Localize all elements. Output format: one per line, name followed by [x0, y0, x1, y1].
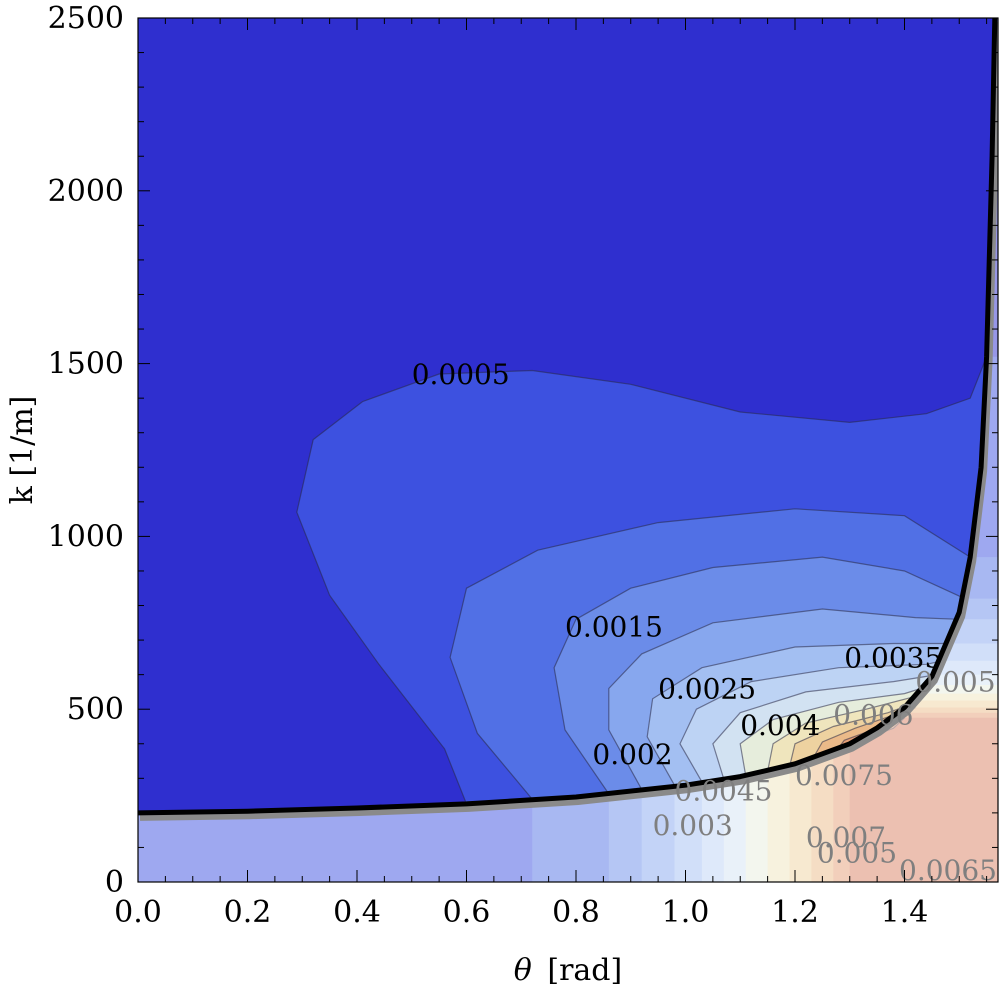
x-axis-title-unit: [rad]: [547, 953, 622, 988]
x-axis-title: θ [rad]: [514, 953, 622, 988]
contour-label: 0.004: [740, 709, 820, 742]
y-axis-title: k [1/m]: [5, 396, 40, 505]
contour-line-0-002: [608, 608, 960, 790]
contour-line-0-003: [679, 660, 943, 783]
contour-label: 0.006: [833, 698, 913, 731]
contour-line-0-0055: [810, 706, 916, 762]
contour-line-0-0025: [646, 642, 949, 786]
contour-label: 0.007: [806, 821, 886, 854]
contour-lines: [138, 356, 988, 814]
contour-label: 0.0025: [658, 673, 756, 706]
contour-line-0-0045: [767, 693, 927, 772]
y-tick-label: 500: [67, 692, 124, 727]
contour-line-0-0035: [712, 674, 938, 780]
contour-label: 0.003: [653, 809, 733, 842]
x-tick-label: 1.2: [771, 895, 819, 930]
contour-line-0-0015: [553, 556, 965, 795]
contour-label: 0.0045: [675, 774, 773, 807]
x-tick-label: 0.0: [114, 895, 162, 930]
y-tick-label: 0: [105, 865, 124, 900]
x-tick-label: 0.2: [224, 895, 272, 930]
x-tick-label: 1.4: [881, 895, 929, 930]
contour-label: 0.0005: [412, 358, 510, 391]
contour-label: 0.002: [592, 738, 672, 771]
y-tick-label: 1500: [48, 347, 124, 382]
y-tick-label: 1000: [48, 519, 124, 554]
contour-label: 0.0065: [899, 854, 997, 887]
x-tick-label: 0.4: [333, 895, 381, 930]
contour-line-0-004: [739, 684, 933, 776]
contour-line-0-0005: [138, 356, 988, 814]
y-tick-label: 2500: [48, 1, 124, 36]
contour-line-0-001: [449, 508, 971, 800]
plot-area: 0.0005 0.0015 0.0025 0.002 0.004 0.00350.0055…: [138, 18, 1002, 887]
y-tick-label: 2000: [48, 174, 124, 209]
plot-frame: [137, 17, 999, 883]
x-tick-label: 0.6: [443, 895, 491, 930]
contour-label: 0.005: [817, 837, 897, 870]
boundary-curve: [138, 18, 998, 816]
contour-label: 0.0035: [844, 641, 942, 674]
contour-label: 0.0055: [915, 666, 1002, 699]
x-axis-title-symbol: θ: [514, 953, 532, 988]
x-tick-label: 1.0: [662, 895, 710, 930]
x-axis: 0.0 0.2 0.4 0.6 0.8 1.0 1.2 1.4: [114, 18, 988, 930]
contour-labels: 0.0005 0.0015 0.0025 0.002 0.004 0.00350.0055…: [412, 358, 1002, 887]
contour-label: 0.0015: [565, 610, 663, 643]
x-tick-label: 0.8: [552, 895, 600, 930]
y-axis: 0 500 1000 1500 2000 2500: [48, 1, 998, 900]
contour-label: 0.0075: [795, 759, 893, 792]
